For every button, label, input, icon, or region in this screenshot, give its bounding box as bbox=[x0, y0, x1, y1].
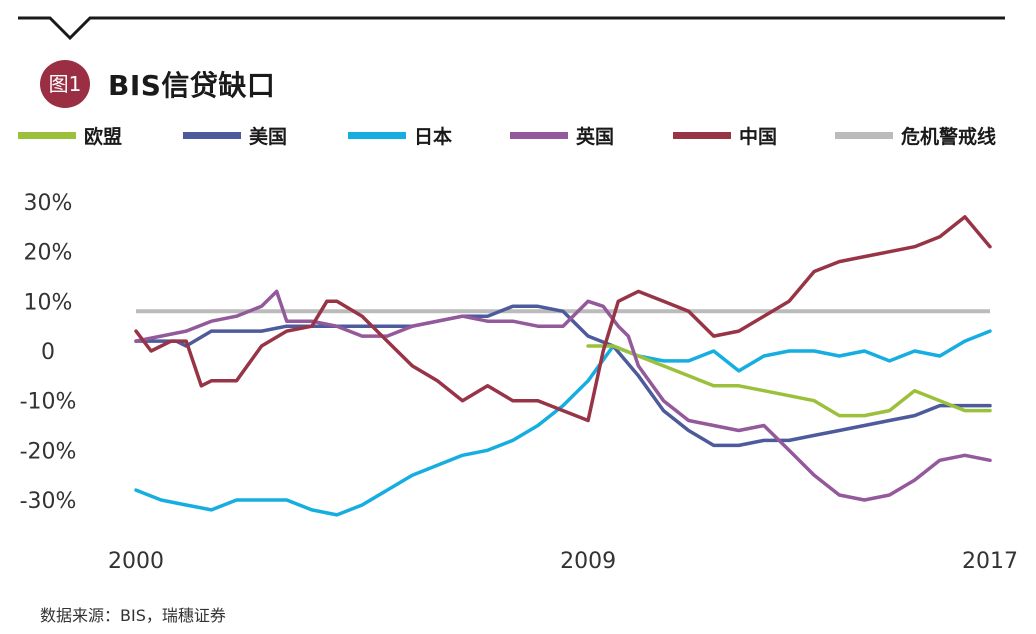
y-tick-label: 0 bbox=[41, 340, 55, 365]
series-line-china bbox=[134, 215, 992, 423]
legend-label-uk: 英国 bbox=[576, 125, 615, 148]
legend-label-china: 中国 bbox=[739, 125, 778, 148]
legend-swatch-china bbox=[673, 131, 731, 139]
series-line-uk bbox=[134, 289, 992, 502]
header-top-rule bbox=[18, 16, 1005, 41]
y-tick-label: 10% bbox=[24, 290, 73, 315]
y-tick-label: -30% bbox=[20, 489, 77, 514]
legend-label-japan: 日本 bbox=[414, 125, 453, 148]
series-line-japan bbox=[134, 329, 992, 517]
legend-item-uk: 英国 bbox=[510, 120, 614, 150]
x-axis-ticks: 2000 2009 2017 bbox=[108, 549, 1018, 574]
series-line-eu bbox=[586, 344, 992, 418]
y-tick-label: -10% bbox=[20, 390, 77, 415]
data-source-note: 数据来源：BIS，瑞穗证券 bbox=[40, 606, 226, 625]
legend-label-us: 美国 bbox=[249, 125, 288, 148]
line-chart: 30% 20% 10% 0 -10% -20% -30% 2000 2009 2017 bbox=[20, 191, 1018, 574]
legend-swatch-uk bbox=[510, 131, 568, 139]
legend-item-china: 中国 bbox=[673, 120, 777, 150]
y-tick-label: -20% bbox=[20, 439, 77, 464]
series-line-us bbox=[134, 304, 992, 448]
legend-label-alert-line: 危机警戒线 bbox=[901, 125, 997, 148]
legend-label-eu: 欧盟 bbox=[84, 125, 123, 148]
legend-item-alert-line: 危机警戒线 bbox=[835, 120, 996, 150]
x-tick-label: 2017 bbox=[962, 549, 1018, 574]
x-tick-label: 2009 bbox=[560, 549, 616, 574]
legend-swatch-eu bbox=[18, 131, 76, 139]
chart-title: BIS信贷缺口 bbox=[108, 69, 276, 102]
y-axis-ticks: 30% 20% 10% 0 -10% -20% -30% bbox=[20, 191, 77, 514]
legend-swatch-alert-line bbox=[835, 131, 893, 139]
y-tick-label: 20% bbox=[24, 241, 73, 266]
series-layer bbox=[134, 215, 992, 517]
chart-legend: 欧盟 美国 日本 英国 中国 危机警戒线 bbox=[18, 120, 1028, 150]
legend-swatch-japan bbox=[348, 131, 406, 139]
figure-number-badge: 图1 bbox=[40, 60, 90, 108]
legend-item-us: 美国 bbox=[183, 120, 287, 150]
x-tick-label: 2000 bbox=[108, 549, 164, 574]
legend-item-japan: 日本 bbox=[348, 120, 452, 150]
legend-swatch-us bbox=[183, 131, 241, 139]
y-tick-label: 30% bbox=[24, 191, 73, 216]
legend-item-eu: 欧盟 bbox=[18, 120, 122, 150]
